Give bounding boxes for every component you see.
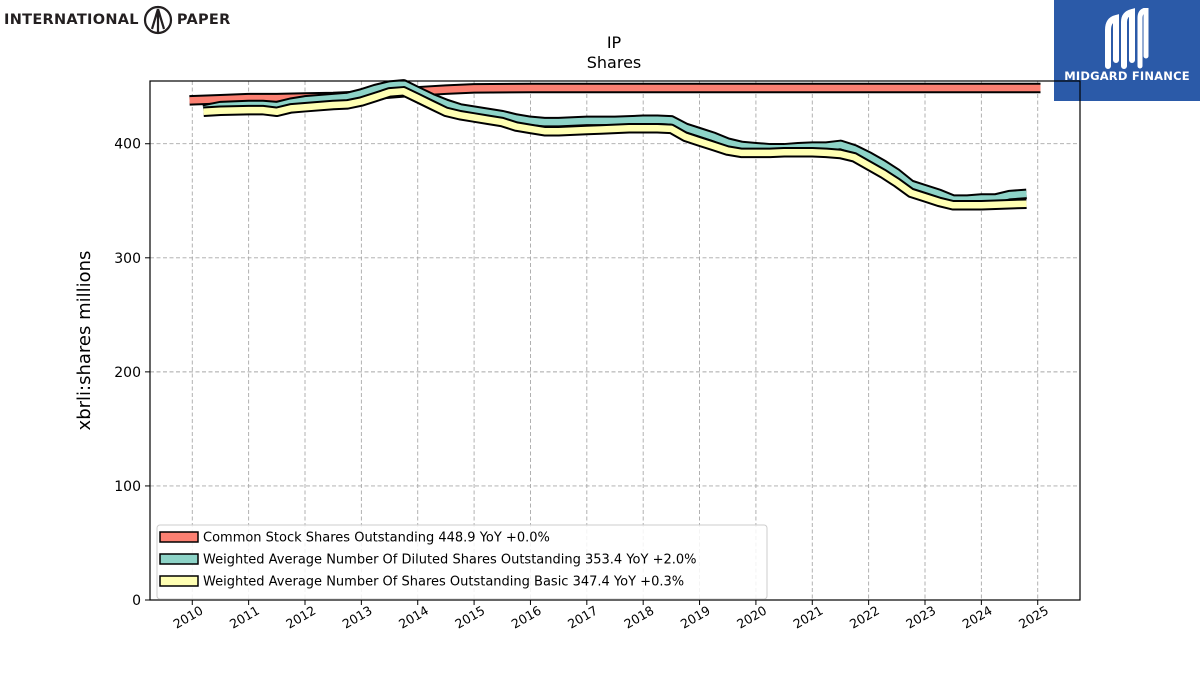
brand-logo-right: MIDGARD FINANCE [1054,0,1200,101]
y-tick-label: 100 [114,479,141,495]
legend-swatch [159,553,199,565]
y-tick-label: 300 [114,251,141,267]
y-tick-label: 400 [114,137,141,153]
brand-left-text-2: PAPER [176,12,231,28]
x-tick-label: 2017 [565,603,600,632]
x-tick-label: 2022 [847,603,882,632]
grid-layer [150,81,1080,600]
x-axis: 2010 2011 2012 2013 2014 2015 2016 2017 2018 2019… [170,600,1051,632]
brand-logo-left: INTERNATIONAL PAPER [4,4,231,36]
x-tick-label: 2014 [396,603,431,632]
legend-item-label: Common Stock Shares Outstanding 448.9 Yo… [203,531,550,546]
x-tick-label: 2025 [1016,603,1051,632]
y-axis-label: xbrli:shares millions [74,251,95,431]
legend-swatch [159,531,199,543]
midgard-finance-logo-icon [1105,8,1149,69]
x-tick-label: 2016 [509,603,544,632]
x-tick-label: 2015 [452,603,487,632]
x-tick-label: 2019 [678,603,713,632]
series-2-line [202,81,1027,203]
y-tick-label: 200 [114,365,141,381]
y-tick-label: 0 [132,593,141,609]
brand-left-text-1: INTERNATIONAL [4,12,139,28]
y-axis: 0 100 200 300 400 [114,137,150,609]
x-tick-label: 2011 [227,603,262,632]
brand-right-text: MIDGARD FINANCE [1064,69,1190,83]
chart-title: IP [607,33,622,52]
series-2 [202,79,1027,205]
x-tick-label: 2021 [790,603,825,632]
x-tick-label: 2012 [283,603,318,632]
x-tick-label: 2010 [170,603,205,632]
x-tick-label: 2013 [340,603,375,632]
legend-swatch [159,575,199,587]
series-3-line [203,88,1027,209]
series-3 [203,86,1027,211]
legend: Common Stock Shares Outstanding 448.9 Yo… [156,524,768,600]
x-tick-label: 2023 [903,603,938,632]
international-paper-emblem-icon [143,5,172,35]
x-tick-label: 2020 [734,603,769,632]
chart-subtitle: Shares [587,53,642,72]
series-layer [189,79,1041,211]
x-tick-label: 2018 [621,603,656,632]
legend-item-label: Weighted Average Number Of Diluted Share… [203,553,697,568]
legend-item-label: Weighted Average Number Of Shares Outsta… [203,575,684,590]
legend-box [156,524,768,600]
plot-frame [149,80,1081,601]
series-1-line [189,84,1041,104]
x-tick-label: 2024 [960,603,995,632]
series-1 [189,82,1041,106]
